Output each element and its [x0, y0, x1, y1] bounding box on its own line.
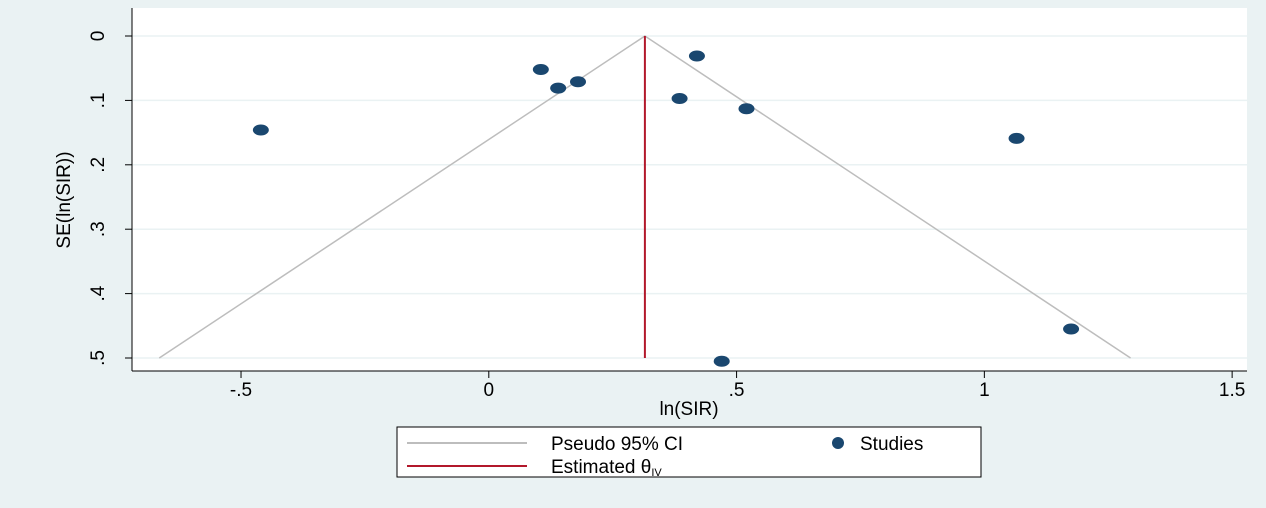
study-points: [252, 50, 1080, 367]
x-tick-label: -.5: [230, 380, 252, 401]
legend: Pseudo 95% CI Studies Estimated θIV: [396, 426, 982, 479]
study-point: [738, 103, 755, 115]
study-point: [688, 50, 705, 62]
legend-studies-swatch: [832, 437, 844, 449]
legend-studies-label: Studies: [860, 434, 923, 455]
y-axis-title: SE(ln(SIR)): [54, 151, 75, 248]
y-tick-label: .2: [88, 157, 109, 173]
study-point: [532, 63, 549, 75]
x-axis-title: ln(SIR): [659, 399, 718, 420]
study-point: [671, 92, 688, 104]
y-tick-label: .1: [88, 92, 109, 108]
study-point: [713, 355, 730, 367]
legend-estimate-subscript: IV: [651, 467, 662, 479]
legend-estimate-label: Estimated θIV: [551, 457, 662, 479]
study-point: [550, 82, 567, 94]
study-point: [1008, 132, 1025, 144]
y-tick-label: .5: [88, 350, 109, 366]
x-tick-label: 0: [484, 380, 495, 401]
study-point: [252, 124, 269, 136]
legend-ci-label: Pseudo 95% CI: [551, 434, 683, 455]
study-point: [1063, 323, 1080, 335]
x-tick-label: 1: [979, 380, 990, 401]
grid: [132, 35, 1247, 359]
y-tick-label: .3: [88, 221, 109, 237]
y-tick-label: 0: [88, 31, 109, 42]
y-tick-label: .4: [88, 285, 109, 301]
study-point: [570, 76, 586, 88]
x-tick-label: .5: [729, 380, 745, 401]
axes: 0 .1 .2 .3 .4 .5 -.5 0 .5 1 1.5: [88, 8, 1247, 401]
plot-area: [132, 8, 1247, 371]
legend-box: [396, 426, 982, 478]
x-tick-label: 1.5: [1219, 380, 1245, 401]
